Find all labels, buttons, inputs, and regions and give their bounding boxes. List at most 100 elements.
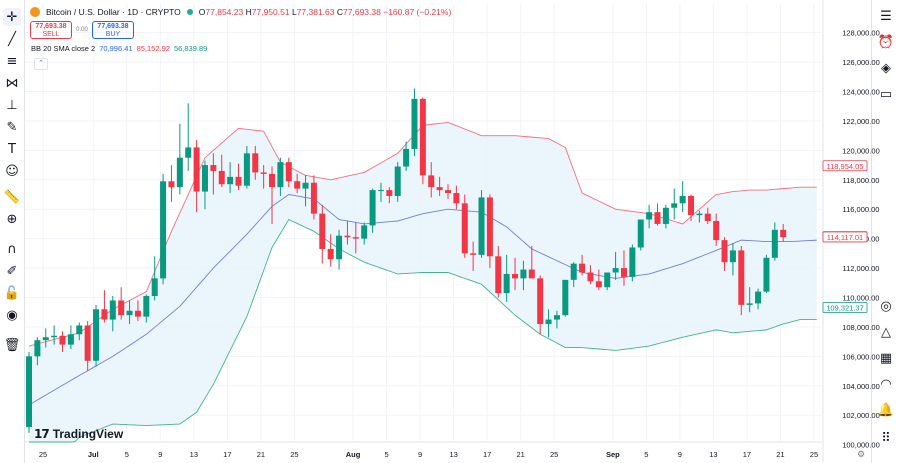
candle (193, 140, 200, 213)
candle-body (570, 263, 577, 280)
brush-icon[interactable]: ✎ (6, 119, 18, 135)
bollinger-band-fill (29, 122, 817, 443)
candle-body (679, 195, 686, 204)
indicator-basis-value: 70,996.41 (99, 44, 133, 53)
trade-panel: 77,693.38 SELL 0.00 77,693.38 BUY (30, 21, 134, 39)
candle-body (419, 98, 426, 176)
candle-body (336, 235, 343, 260)
bell-icon[interactable]: 🔔 (877, 402, 895, 418)
eye-icon[interactable]: ◉ (6, 307, 18, 323)
candle (486, 194, 493, 269)
candle-body (93, 309, 100, 361)
lock-draw-icon[interactable]: ✐ (6, 263, 18, 279)
trend-line-icon[interactable]: ╱ (8, 31, 16, 47)
candle-body (377, 190, 384, 192)
calendar-icon[interactable]: ▦ (879, 350, 893, 366)
candle-body (503, 273, 510, 294)
candle (579, 254, 586, 276)
candle-body (118, 300, 125, 316)
sell-button[interactable]: 77,693.38 SELL (30, 21, 72, 39)
indicator-legend[interactable]: BB 20 SMA close 2 70,996.41 85,152.92 56… (31, 44, 207, 53)
close-value: 77,693.38 (343, 7, 381, 17)
x-tick-label: 25 (550, 450, 558, 459)
candle (227, 162, 234, 194)
candle-body (34, 340, 41, 357)
candle-body (470, 253, 477, 255)
candle (403, 141, 410, 171)
candle (453, 185, 460, 210)
magnet-icon[interactable]: ∩ (7, 241, 17, 257)
candle (629, 244, 636, 282)
right-sidebar: ☰ ⏰ ◈ ▭ ◎ △ ▦ ◠ 🔔 ⠿ (871, 0, 900, 463)
candle-body (26, 356, 32, 427)
candle-body (285, 162, 292, 182)
candle-body (361, 225, 368, 239)
x-tick-label: 13 (190, 450, 198, 459)
zoom-in-icon[interactable]: ⊕ (6, 211, 18, 227)
candle (537, 275, 544, 335)
candle-body (151, 278, 158, 297)
candle (101, 290, 108, 323)
layers-icon[interactable]: ◈ (881, 60, 891, 76)
candle (269, 166, 276, 224)
candle (729, 243, 736, 276)
candle (688, 194, 695, 221)
crosshair-icon[interactable]: ✛ (3, 8, 21, 26)
candle-body (713, 220, 720, 241)
candle (512, 257, 519, 291)
candle (302, 175, 309, 207)
spread-value: 0.00 (76, 27, 88, 33)
candle (587, 265, 594, 285)
candle-body (436, 187, 443, 191)
candle-body (486, 197, 493, 257)
candle (361, 222, 368, 245)
y-tick-label: 110,000.00 (843, 294, 880, 303)
candle (143, 294, 150, 323)
candle-body (671, 203, 678, 208)
candle-body (352, 237, 359, 239)
target-icon[interactable]: ◎ (880, 298, 892, 314)
candle (319, 204, 326, 264)
candle (478, 190, 485, 258)
candle-body (637, 219, 644, 248)
drawing-toolbar: ✛ ╱ ≡ ⋈ ⊥ ✎ T ☺ 📏 ⊕ ∩ ✐ 🔓 ◉ 🗑 (0, 0, 25, 463)
watchlist-icon[interactable]: ☰ (880, 8, 892, 24)
candle (646, 204, 653, 229)
tradingview-logo: 17 TradingView (34, 427, 123, 441)
candle-body (67, 334, 74, 345)
chat-icon[interactable]: ▭ (879, 86, 893, 102)
candle-body (51, 335, 58, 338)
candle-body (327, 248, 334, 260)
apps-icon[interactable]: ⠿ (881, 430, 891, 446)
candle-body (662, 207, 669, 224)
pattern-icon[interactable]: ⋈ (5, 75, 19, 91)
ruler-icon[interactable]: 📏 (3, 189, 21, 205)
signal-icon[interactable]: ◠ (880, 376, 892, 392)
candle (704, 207, 711, 224)
trash-icon[interactable]: 🗑 (3, 337, 21, 353)
ideas-icon[interactable]: △ (881, 324, 891, 340)
collapse-legend-button[interactable]: ⌃ (34, 58, 48, 70)
emoji-icon[interactable]: ☺ (5, 163, 19, 179)
candle-body (160, 181, 167, 279)
x-tick-label: 9 (678, 450, 682, 459)
candle (134, 300, 141, 322)
text-icon[interactable]: T (8, 141, 16, 157)
symbol-title[interactable]: Bitcoin / U.S. Dollar · 1D · CRYPTO (46, 7, 181, 17)
candle (679, 181, 686, 213)
sell-price: 77,693.38 (35, 23, 67, 30)
fib-retracement-icon[interactable]: ≡ (6, 53, 18, 69)
candle-body (696, 213, 703, 216)
measure-icon[interactable]: ⊥ (6, 97, 18, 113)
buy-button[interactable]: 77,693.38 BUY (92, 21, 134, 39)
x-tick-label: 5 (384, 450, 388, 459)
unlock-icon[interactable]: 🔓 (3, 285, 21, 301)
candle (612, 251, 619, 280)
x-tick-label: 21 (776, 450, 784, 459)
y-tick-label: 122,000.00 (842, 117, 880, 126)
candle (201, 160, 208, 210)
alert-icon[interactable]: ⏰ (877, 34, 895, 50)
candle-body (461, 203, 468, 254)
candle-body (688, 195, 695, 216)
